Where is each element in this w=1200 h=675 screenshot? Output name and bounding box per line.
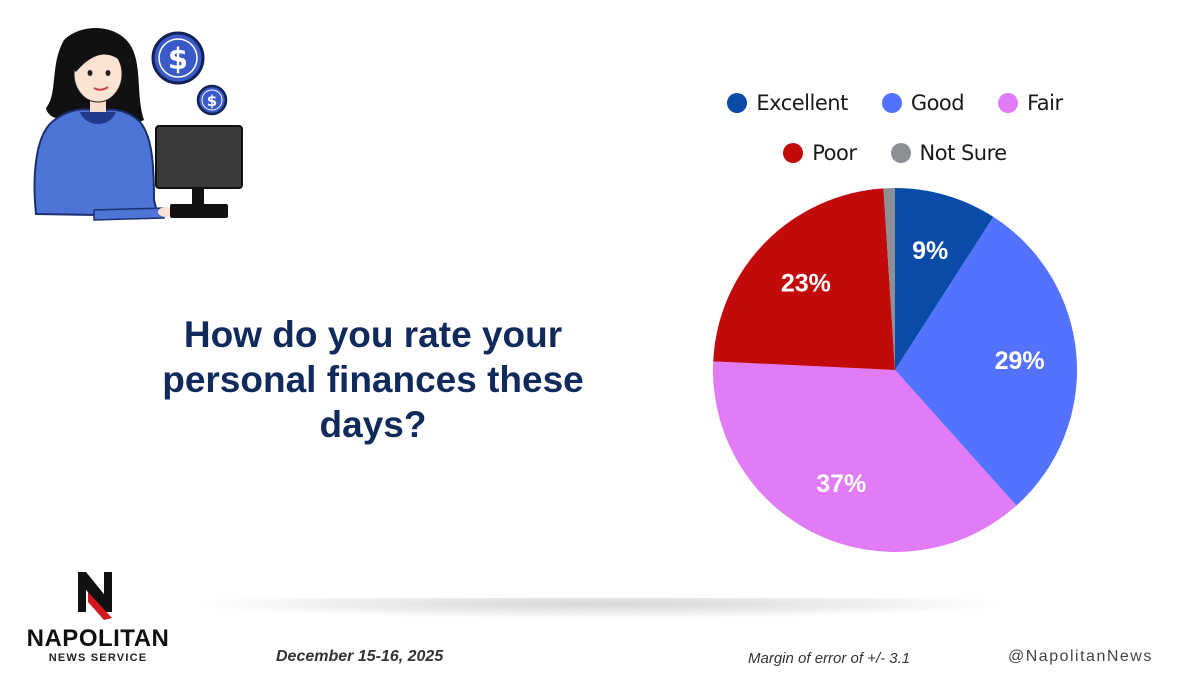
legend-label-excellent: Excellent — [756, 91, 848, 115]
pie-slice-excellent — [895, 188, 994, 370]
svg-text:$: $ — [207, 92, 217, 110]
legend-swatch-good — [881, 93, 902, 113]
pie-label-good: 29% — [995, 347, 1045, 375]
legend-item-poor: Poor — [783, 141, 857, 165]
legend-label-not-sure: Not Sure — [919, 141, 1008, 165]
woman-at-computer-icon: $ $ — [33, 28, 243, 221]
napolitan-n-logo — [78, 572, 112, 620]
legend-item-good: Good — [881, 91, 965, 115]
logo-subtitle: NEWS SERVICE — [48, 652, 148, 664]
pie-slice-poor — [713, 188, 895, 370]
legend-item-fair: Fair — [998, 91, 1063, 115]
logo-name: NAPOLITAN — [26, 625, 170, 652]
legend-item-excellent: Excellent — [727, 91, 848, 115]
dollar-coin-icon: $ — [196, 84, 228, 116]
dollar-coin-icon: $ — [151, 31, 205, 85]
svg-text:$: $ — [168, 42, 188, 76]
pie-slice-good — [895, 216, 1077, 506]
survey-date: December 15-16, 2025 — [276, 648, 444, 665]
pie-slice-not-sure — [883, 188, 895, 370]
pie-chart: 9% 29% 37% 23% — [713, 188, 1077, 552]
legend-swatch-not-sure — [890, 143, 911, 163]
footer-shadow-divider — [200, 598, 1000, 618]
pie-label-fair: 37% — [816, 470, 866, 498]
legend-swatch-excellent — [727, 93, 748, 113]
legend-label-poor: Poor — [812, 141, 857, 165]
chart-legend: Excellent Good Fair Poor Not Sure — [700, 86, 1090, 186]
pie-slice-fair — [713, 361, 1017, 552]
chart-title: How do you rate your personal finances t… — [162, 314, 584, 445]
pie-label-poor: 23% — [781, 269, 831, 297]
legend-item-not-sure: Not Sure — [890, 141, 1008, 165]
margin-of-error: Margin of error of +/- 3.1 — [748, 650, 911, 667]
legend-label-fair: Fair — [1027, 91, 1063, 115]
napolitan-logo: NAPOLITAN NEWS SERVICE — [20, 568, 176, 668]
social-handle: @NapolitanNews — [1008, 648, 1153, 665]
legend-label-good: Good — [910, 91, 965, 115]
legend-swatch-fair — [998, 93, 1019, 113]
legend-swatch-poor — [783, 143, 804, 163]
pie-label-excellent: 9% — [912, 237, 948, 265]
